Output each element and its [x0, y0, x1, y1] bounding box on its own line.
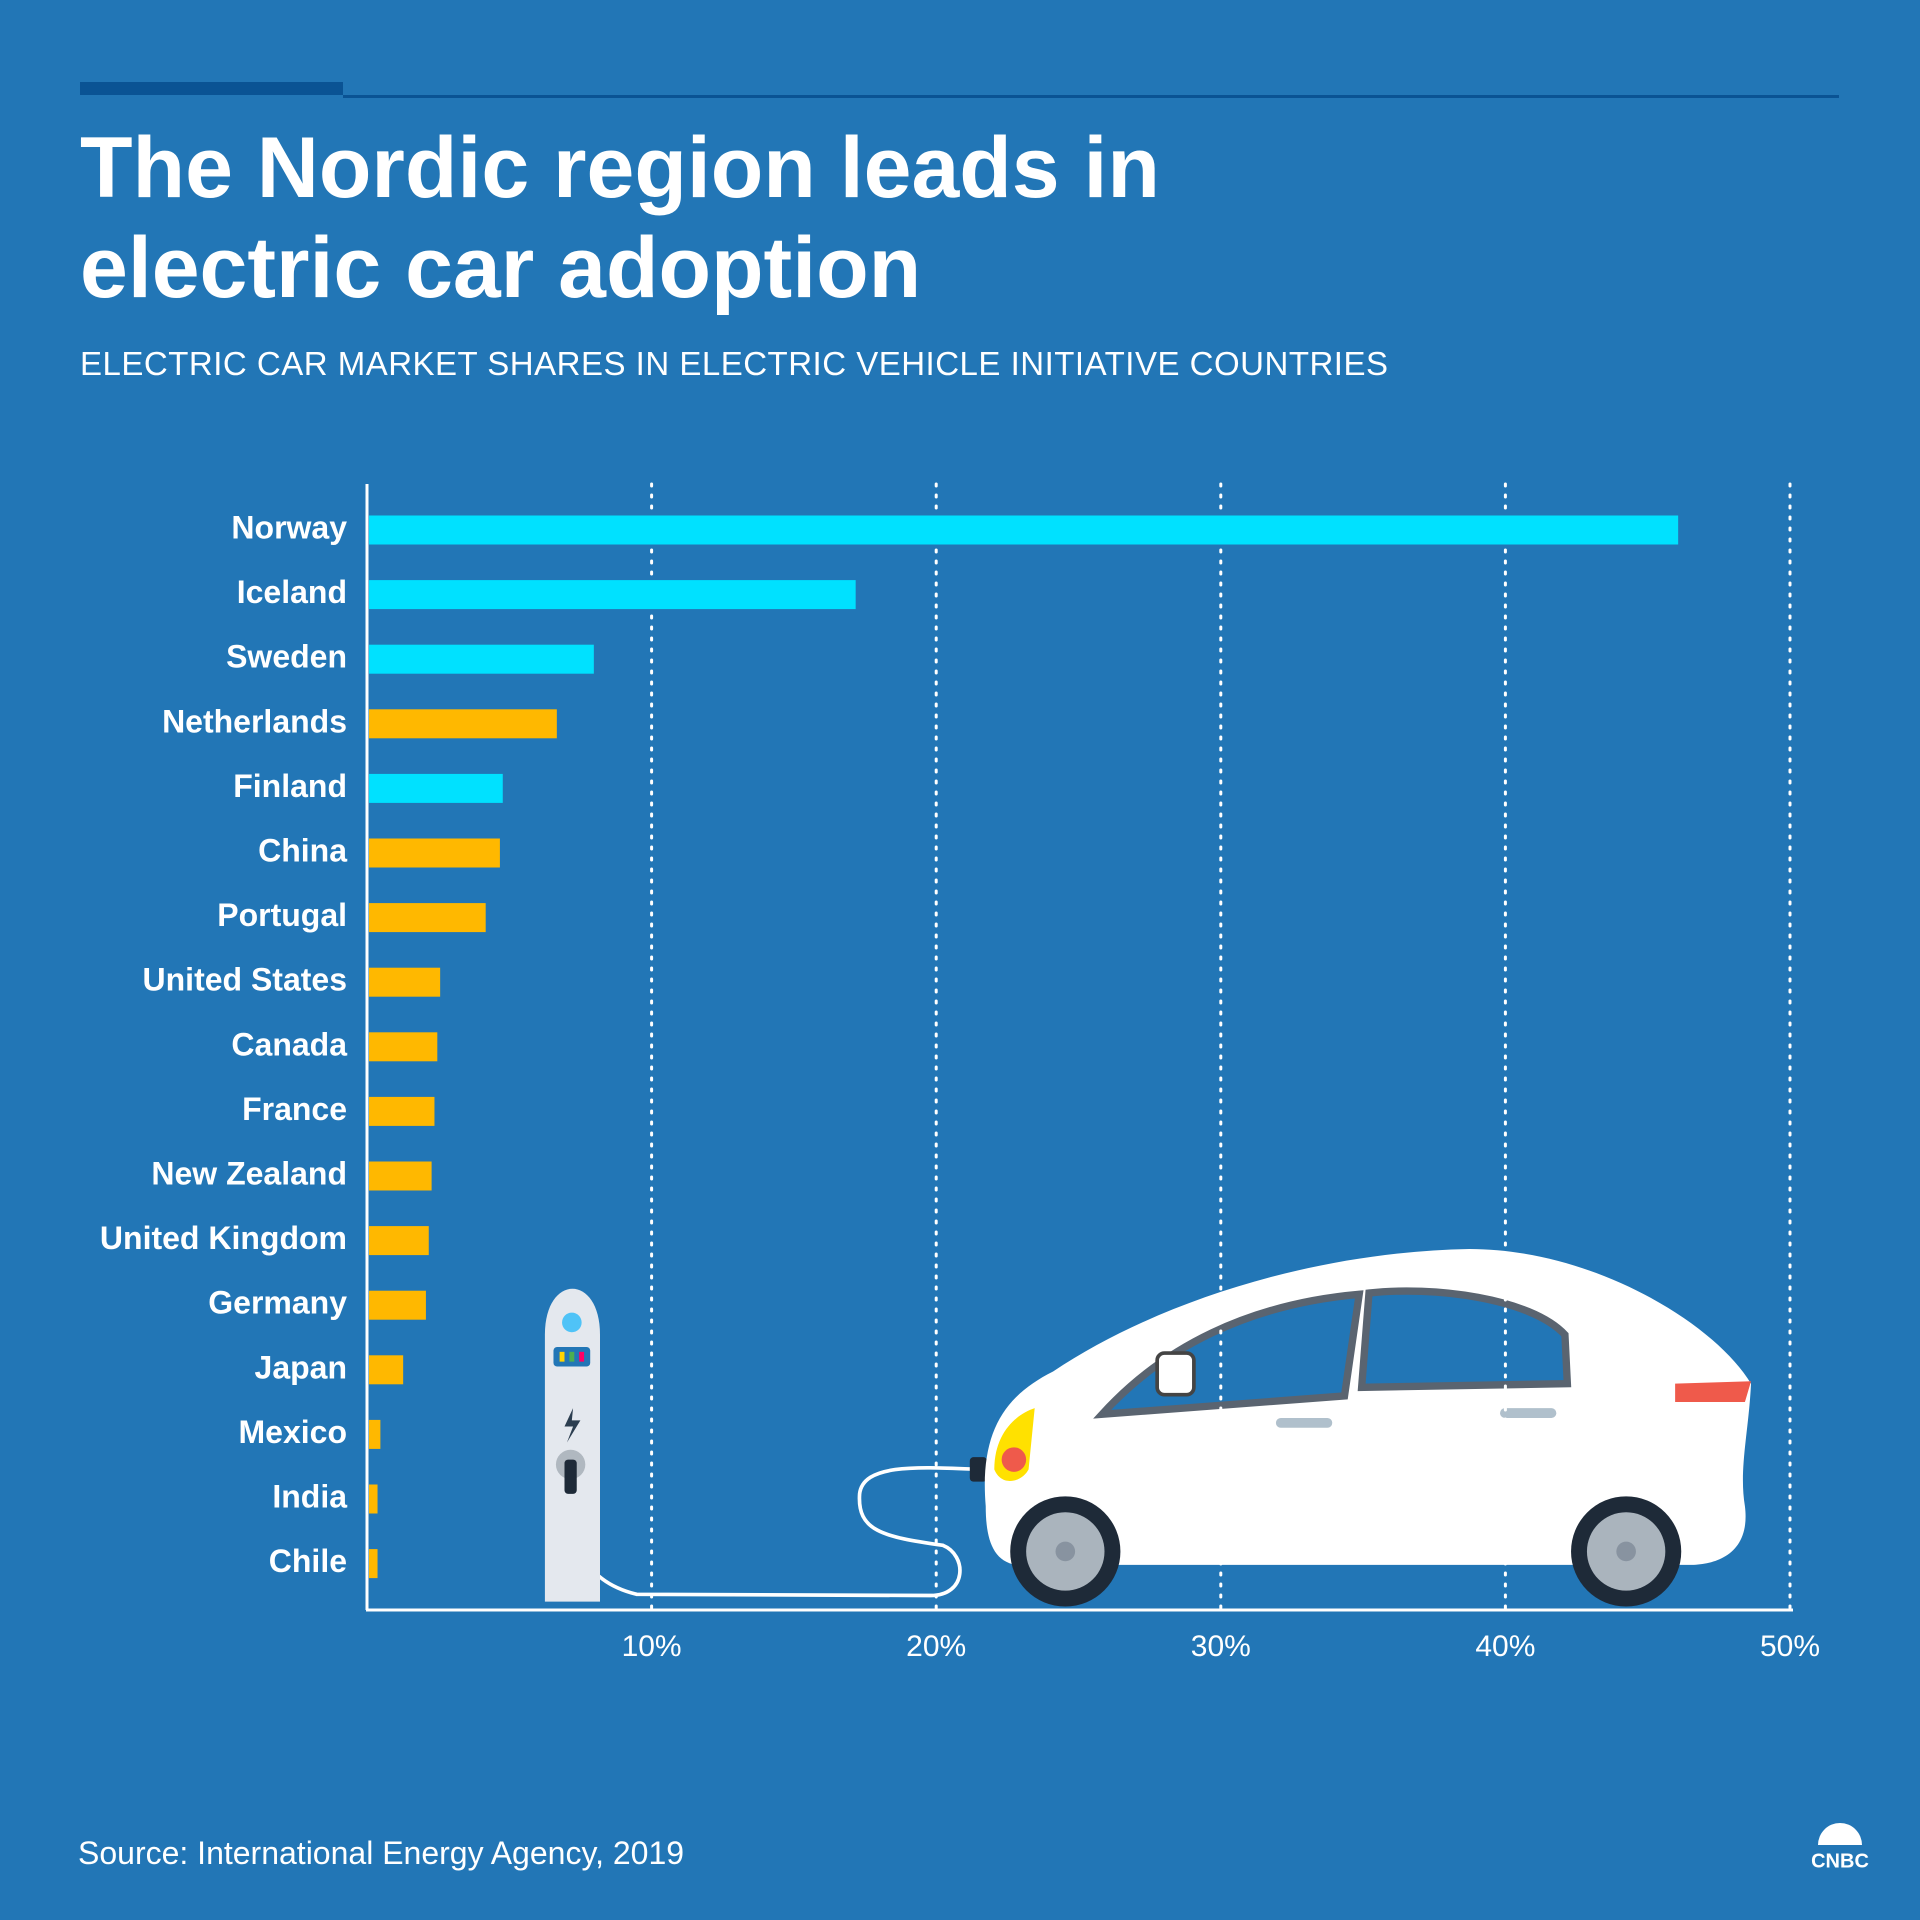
y-tick-label: Japan — [255, 1349, 347, 1385]
y-tick-label: Chile — [269, 1543, 347, 1579]
bar — [369, 580, 856, 610]
y-tick-label: Iceland — [237, 574, 347, 610]
bar — [369, 1161, 432, 1191]
y-tick-label: France — [242, 1091, 347, 1127]
x-tick-label: 40% — [1475, 1630, 1535, 1663]
bar — [369, 515, 1679, 545]
bar — [369, 838, 500, 868]
bar — [369, 903, 486, 933]
bar — [369, 1419, 381, 1449]
y-tick-label: Portugal — [217, 897, 347, 933]
bar — [369, 644, 594, 674]
logo: CNBC — [1811, 1823, 1869, 1872]
chart-title: The Nordic region leads in electric car … — [80, 120, 1160, 316]
bar — [369, 1096, 435, 1126]
y-tick-label: Finland — [233, 768, 347, 804]
bar — [369, 1290, 426, 1320]
y-tick-label: Netherlands — [162, 703, 347, 739]
bar — [369, 1226, 429, 1256]
bar — [369, 773, 503, 803]
y-tick-label: Mexico — [239, 1414, 347, 1450]
chart-subtitle: ELECTRIC CAR MARKET SHARES IN ELECTRIC V… — [80, 345, 1389, 382]
y-tick-label: China — [258, 832, 347, 868]
y-tick-label: Canada — [231, 1026, 347, 1062]
y-tick-label: Germany — [208, 1285, 347, 1321]
bar — [369, 967, 441, 997]
bar — [369, 709, 557, 739]
logo-text: CNBC — [1811, 1850, 1869, 1872]
x-tick-label: 20% — [906, 1630, 966, 1663]
bar — [369, 1032, 438, 1062]
header-bar — [80, 82, 343, 95]
y-tick-label: United Kingdom — [100, 1220, 347, 1256]
bar — [369, 1484, 378, 1514]
y-tick-label: Norway — [231, 509, 347, 545]
y-tick-label: United States — [143, 962, 347, 998]
x-tick-label: 50% — [1760, 1630, 1820, 1663]
y-tick-label: Sweden — [226, 639, 347, 675]
bar — [369, 1549, 378, 1579]
header-rule — [343, 95, 1839, 98]
y-tick-label: India — [272, 1478, 347, 1514]
illustration — [544, 1248, 1752, 1607]
x-tick-label: 30% — [1191, 1630, 1251, 1663]
y-tick-label: New Zealand — [151, 1155, 347, 1191]
bar — [369, 1355, 404, 1385]
x-tick-label: 10% — [622, 1630, 682, 1663]
source-note: Source: International Energy Agency, 201… — [78, 1835, 685, 1871]
